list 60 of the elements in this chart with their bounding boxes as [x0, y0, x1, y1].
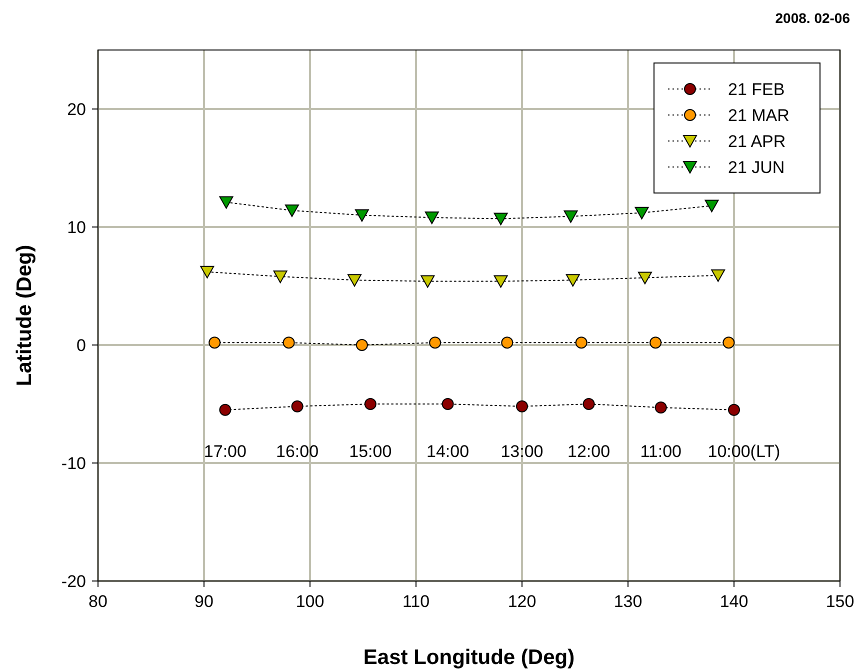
y-tick-label: 20: [67, 100, 86, 119]
point: [711, 269, 726, 282]
point: [564, 210, 578, 223]
point: [501, 336, 514, 349]
point: [494, 275, 508, 288]
text: 2008. 02-06: [775, 10, 850, 26]
annotation: 11:00: [640, 442, 682, 461]
point: [364, 398, 376, 410]
y-tick-label: -10: [61, 454, 86, 473]
legend-label: 21 FEB: [728, 80, 785, 99]
annotation: 15:00: [349, 442, 392, 461]
point: [654, 402, 667, 414]
x-tick-label: 130: [614, 592, 642, 611]
point: [704, 200, 719, 212]
annotation: 16:00: [276, 442, 319, 461]
point: [516, 400, 528, 412]
x-tick-label: 140: [720, 592, 748, 611]
point: [282, 336, 295, 349]
annotation: 17:00: [204, 442, 246, 461]
x-tick-label: 110: [402, 592, 430, 611]
y-tick-label: 0: [76, 336, 86, 355]
point: [728, 404, 740, 416]
point: [634, 206, 649, 220]
point: [219, 196, 234, 209]
point: [284, 204, 299, 217]
point: [442, 398, 454, 410]
point: [354, 209, 369, 222]
point: [722, 336, 735, 349]
point: [219, 404, 232, 416]
y-axis-title: Latitude (Deg): [13, 244, 36, 386]
x-axis-title: East Longitude (Deg): [363, 646, 575, 669]
point: [424, 212, 439, 224]
x-tick-label: 100: [296, 592, 324, 611]
point: [494, 212, 508, 226]
point: [348, 274, 362, 287]
y-tick-label: 10: [67, 218, 86, 237]
x-tick-label: 80: [88, 592, 108, 611]
annotation: 13:00: [500, 442, 544, 461]
point: [291, 400, 304, 412]
point: [566, 274, 580, 287]
point: [582, 398, 595, 410]
point: [650, 336, 662, 349]
y-tick-label: -20: [61, 572, 86, 591]
x-tick-label: 90: [194, 592, 214, 611]
point: [200, 266, 214, 278]
annotation: 10:00(LT): [708, 442, 780, 461]
point: [420, 275, 435, 288]
point: [273, 270, 288, 284]
legend-label: 21 APR: [728, 132, 786, 151]
point: [638, 272, 652, 284]
point: [208, 336, 221, 349]
point: [575, 336, 588, 349]
x-tick-label: 150: [826, 592, 854, 611]
annotation: 14:00: [426, 442, 470, 461]
point: [356, 339, 368, 351]
point: [429, 336, 442, 349]
x-tick-label: 120: [508, 592, 536, 611]
legend-label: 21 MAR: [728, 106, 790, 125]
annotation: 12:00: [568, 442, 610, 461]
legend-label: 21 JUN: [728, 158, 785, 177]
